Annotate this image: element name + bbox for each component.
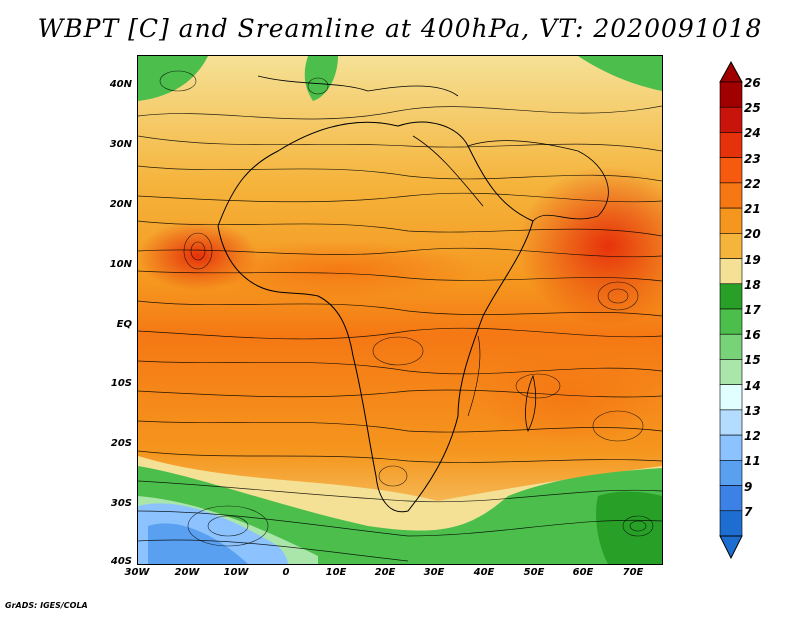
credit-text: GrADS: IGES/COLA xyxy=(5,601,88,610)
colorbar-label: 18 xyxy=(744,277,761,292)
colorbar-swatch xyxy=(719,233,743,259)
colorbar-swatch xyxy=(719,384,743,411)
colorbar-label: 26 xyxy=(744,76,761,90)
lat-label: 30S xyxy=(110,498,132,509)
lat-label: EQ xyxy=(116,319,132,330)
lat-label: 10S xyxy=(110,378,132,389)
colorbar-swatch xyxy=(719,157,743,184)
lat-label: 10N xyxy=(109,259,132,270)
colorbar-label: 19 xyxy=(744,252,761,267)
lat-label: 40S xyxy=(110,556,132,567)
colorbar-label: 20 xyxy=(744,227,761,242)
lon-label: 20W xyxy=(174,567,200,578)
lon-label: 30W xyxy=(124,567,150,578)
lat-label: 20N xyxy=(109,199,132,210)
colorbar-swatch xyxy=(719,409,743,436)
colorbar-swatch xyxy=(719,182,743,209)
colorbar-label: 14 xyxy=(744,378,761,393)
colorbar-label: 24 xyxy=(744,126,761,141)
lon-label: 40E xyxy=(473,567,495,578)
colorbar-swatch xyxy=(719,510,743,537)
lon-label: 10E xyxy=(325,567,347,578)
colorbar-label: 12 xyxy=(744,429,761,444)
colorbar-label: 16 xyxy=(744,328,761,343)
colorbar-label: 11 xyxy=(744,454,761,469)
colorbar-max-arrow xyxy=(719,60,743,83)
colorbar-swatch xyxy=(719,359,743,385)
colorbar-swatch xyxy=(719,258,743,285)
lon-label: 70E xyxy=(622,567,644,578)
lon-label: 0 xyxy=(282,567,290,578)
colorbar-label: 9 xyxy=(744,479,753,494)
lat-label: 20S xyxy=(110,438,132,449)
colorbar-swatch xyxy=(719,333,743,360)
lon-label: 50E xyxy=(523,567,545,578)
colorbar-swatch xyxy=(719,132,743,158)
lon-label: 60E xyxy=(572,567,594,578)
colorbar-label: 25 xyxy=(744,101,761,116)
lon-label: 20E xyxy=(374,567,396,578)
chart-title: WBPT [C] and Sreamline at 400hPa, VT: 20… xyxy=(37,14,763,43)
colorbar-swatch xyxy=(719,283,743,310)
colorbar-swatch xyxy=(719,485,743,512)
colorbar-label: 21 xyxy=(744,202,761,217)
map-field xyxy=(138,56,662,564)
colorbar-label: 15 xyxy=(744,353,761,368)
colorbar-label: 7 xyxy=(744,504,753,519)
lat-label: 30N xyxy=(109,139,132,150)
colorbar-label: 22 xyxy=(744,176,761,191)
colorbar-label: 17 xyxy=(744,303,761,317)
lon-label: 10W xyxy=(223,567,249,578)
colorbar-swatch xyxy=(719,460,743,486)
colorbar-swatch xyxy=(719,207,743,234)
colorbar xyxy=(719,60,743,560)
colorbar-label: 13 xyxy=(744,403,761,418)
colorbar-label: 23 xyxy=(744,151,761,166)
colorbar-min-arrow xyxy=(719,535,743,560)
colorbar-swatch xyxy=(719,308,743,335)
colorbar-swatch xyxy=(719,434,743,461)
colorbar-swatch xyxy=(719,106,743,133)
lon-label: 30E xyxy=(423,567,445,578)
map-panel xyxy=(137,55,663,565)
lat-label: 40N xyxy=(109,79,132,90)
colorbar-swatch xyxy=(719,81,743,108)
